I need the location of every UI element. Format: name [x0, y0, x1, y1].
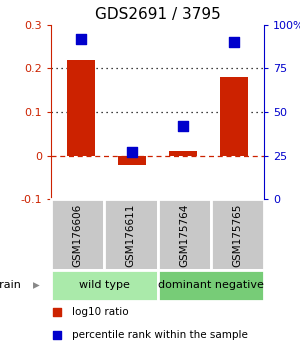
Text: log10 ratio: log10 ratio — [72, 307, 129, 317]
Title: GDS2691 / 3795: GDS2691 / 3795 — [94, 7, 220, 22]
Bar — [158, 270, 264, 301]
Text: GSM175764: GSM175764 — [179, 203, 189, 267]
Bar — [51, 200, 104, 270]
Text: GSM176611: GSM176611 — [126, 203, 136, 267]
Bar — [68, 60, 95, 156]
Text: dominant negative: dominant negative — [158, 280, 264, 291]
Bar — [104, 200, 158, 270]
Text: strain: strain — [0, 280, 21, 291]
Point — [181, 123, 185, 129]
Bar — [169, 152, 197, 156]
Bar — [211, 200, 264, 270]
Bar — [220, 77, 248, 156]
Bar — [158, 200, 211, 270]
Point — [130, 149, 134, 155]
Text: GSM175765: GSM175765 — [232, 203, 242, 267]
Bar — [51, 270, 158, 301]
Bar — [118, 156, 146, 165]
Point — [79, 36, 84, 41]
Point — [231, 39, 236, 45]
Point — [55, 309, 60, 315]
Text: wild type: wild type — [79, 280, 130, 291]
Text: percentile rank within the sample: percentile rank within the sample — [72, 330, 248, 340]
Text: GSM176606: GSM176606 — [73, 203, 82, 267]
Point — [55, 332, 60, 338]
